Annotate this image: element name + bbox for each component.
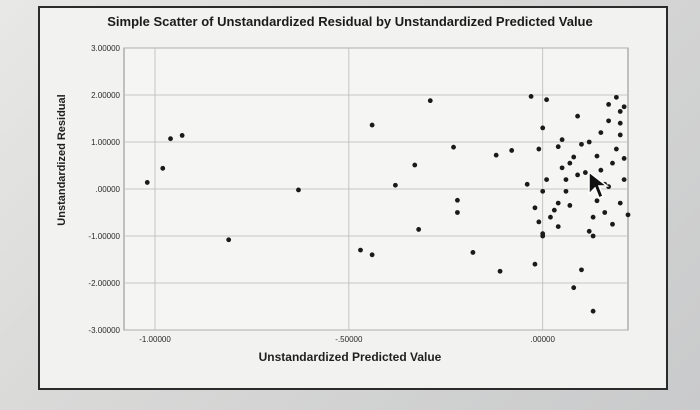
- data-point: [470, 250, 476, 255]
- data-point: [548, 214, 553, 220]
- data-point: [582, 170, 588, 175]
- data-point: [392, 182, 398, 188]
- data-point: [555, 224, 561, 230]
- data-point: [528, 94, 534, 99]
- data-point: [540, 188, 546, 194]
- x-tick-label: .00000: [530, 335, 555, 344]
- data-point: [617, 109, 623, 114]
- data-point: [540, 125, 546, 131]
- data-point: [369, 122, 375, 128]
- chart-title: Simple Scatter of Unstandardized Residua…: [107, 14, 593, 29]
- data-point: [575, 113, 580, 119]
- x-tick-label: -.50000: [335, 335, 363, 344]
- data-point: [497, 268, 503, 274]
- data-point: [575, 172, 580, 178]
- data-point: [540, 233, 546, 239]
- data-point: [579, 267, 584, 273]
- x-axis-label: Unstandardized Predicted Value: [258, 350, 442, 364]
- y-tick-label: 3.00000: [91, 44, 120, 53]
- data-point: [144, 180, 150, 185]
- data-point: [606, 118, 612, 124]
- data-point: [598, 130, 604, 136]
- data-point: [613, 94, 619, 100]
- y-tick-label: 1.00000: [91, 138, 120, 147]
- data-point: [509, 148, 515, 153]
- data-point: [532, 261, 538, 267]
- data-point: [571, 154, 577, 160]
- data-point: [594, 198, 600, 204]
- data-point: [358, 247, 363, 253]
- data-point: [412, 162, 418, 168]
- y-tick-label: -2.00000: [88, 279, 120, 288]
- data-point: [555, 200, 561, 206]
- data-point: [451, 144, 456, 150]
- mouse-pointer-icon: [588, 170, 610, 200]
- data-point: [617, 120, 623, 126]
- data-point: [493, 152, 499, 158]
- data-point: [613, 146, 619, 152]
- data-point: [594, 153, 600, 159]
- data-point: [590, 214, 596, 220]
- data-point: [586, 139, 592, 145]
- data-point: [567, 203, 573, 208]
- data-point: [586, 228, 592, 234]
- data-point: [598, 167, 604, 173]
- data-point: [590, 308, 596, 314]
- data-point: [416, 227, 422, 232]
- data-point: [455, 197, 460, 203]
- data-point: [168, 136, 173, 142]
- data-point: [610, 160, 615, 166]
- x-tick-label: -1.00000: [139, 335, 171, 344]
- data-point: [563, 188, 569, 194]
- data-point: [532, 205, 538, 211]
- data-point: [536, 146, 542, 152]
- data-point: [606, 102, 612, 107]
- data-point: [551, 207, 557, 213]
- data-point: [455, 210, 460, 215]
- data-point: [621, 104, 627, 110]
- data-point: [571, 285, 577, 291]
- data-point: [617, 132, 623, 138]
- y-tick-label: 2.00000: [91, 91, 120, 100]
- data-point: [524, 181, 530, 187]
- data-point: [625, 212, 631, 218]
- data-point: [567, 160, 573, 166]
- y-tick-label: -1.00000: [88, 232, 120, 241]
- data-point: [179, 133, 185, 138]
- data-point: [590, 233, 596, 239]
- data-point: [602, 210, 608, 215]
- data-point: [621, 156, 627, 161]
- data-point: [226, 237, 232, 243]
- data-point: [563, 177, 569, 183]
- data-point: [544, 97, 549, 103]
- data-point: [160, 165, 166, 171]
- data-point: [544, 177, 549, 183]
- y-tick-label: .00000: [96, 185, 121, 194]
- data-point: [579, 141, 584, 147]
- data-point: [555, 144, 561, 150]
- data-point: [610, 221, 615, 227]
- data-point: [536, 219, 542, 225]
- data-point: [369, 252, 375, 258]
- data-point: [427, 98, 433, 104]
- data-point: [559, 165, 565, 171]
- data-point: [617, 200, 623, 206]
- data-point: [296, 187, 301, 193]
- y-tick-label: -3.00000: [88, 326, 120, 335]
- data-point: [621, 177, 627, 183]
- data-point: [559, 137, 565, 143]
